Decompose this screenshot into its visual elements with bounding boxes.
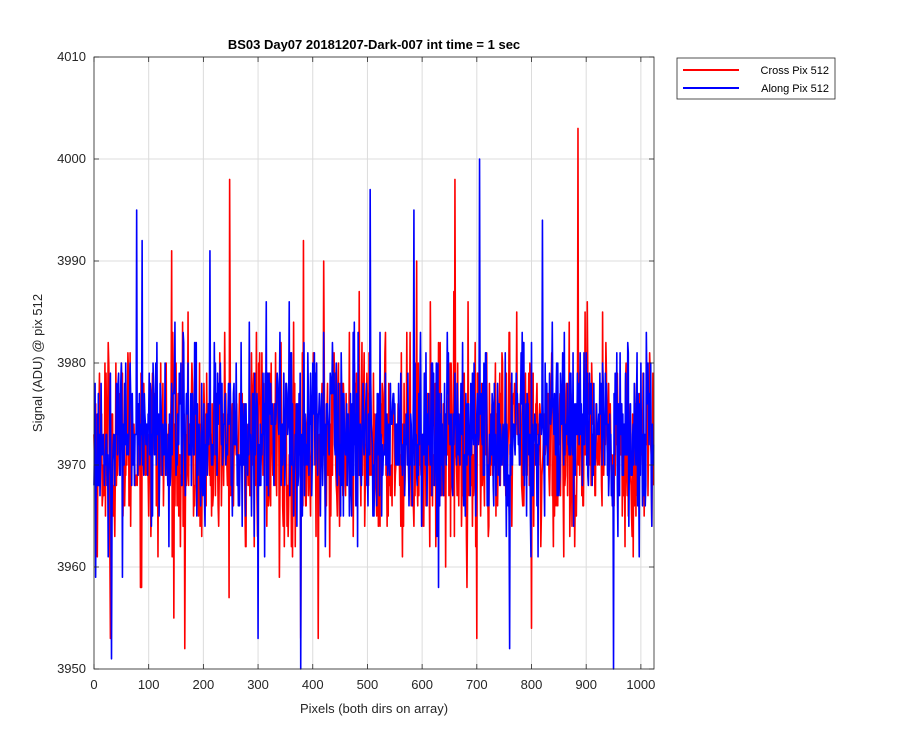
x-tick-label: 600 xyxy=(411,677,433,692)
legend: Cross Pix 512 Along Pix 512 xyxy=(676,57,836,100)
chart-title: BS03 Day07 20181207-Dark-007 int time = … xyxy=(228,37,520,52)
x-tick-label: 500 xyxy=(357,677,379,692)
x-tick-label: 100 xyxy=(138,677,160,692)
x-tick-label: 0 xyxy=(90,677,97,692)
legend-label-cross: Cross Pix 512 xyxy=(761,65,829,77)
series-lines xyxy=(93,127,655,670)
y-tick-label: 3990 xyxy=(57,253,86,268)
y-axis-label: Signal (ADU) @ pix 512 xyxy=(30,294,45,432)
legend-label-along: Along Pix 512 xyxy=(761,83,829,95)
y-tick-label: 3950 xyxy=(57,661,86,676)
x-axis-label: Pixels (both dirs on array) xyxy=(300,701,448,716)
legend-box xyxy=(676,57,836,100)
x-tick-label: 200 xyxy=(193,677,215,692)
x-tick-label: 700 xyxy=(466,677,488,692)
y-tick-label: 4010 xyxy=(57,49,86,64)
x-tick-label: 300 xyxy=(247,677,269,692)
series-line-along-pix-512 xyxy=(93,158,655,670)
y-tick-label: 3980 xyxy=(57,355,86,370)
y-tick-label: 4000 xyxy=(57,151,86,166)
y-tick-labels: 3950 3960 3970 3980 3990 4000 4010 xyxy=(57,49,654,676)
y-tick-label: 3960 xyxy=(57,559,86,574)
x-tick-label: 1000 xyxy=(626,677,655,692)
x-tick-labels: 0 100 200 300 400 500 600 700 800 900 1000 xyxy=(90,57,655,692)
y-tick-label: 3970 xyxy=(57,457,86,472)
x-tick-label: 800 xyxy=(521,677,543,692)
x-tick-label: 400 xyxy=(302,677,324,692)
x-tick-label: 900 xyxy=(575,677,597,692)
